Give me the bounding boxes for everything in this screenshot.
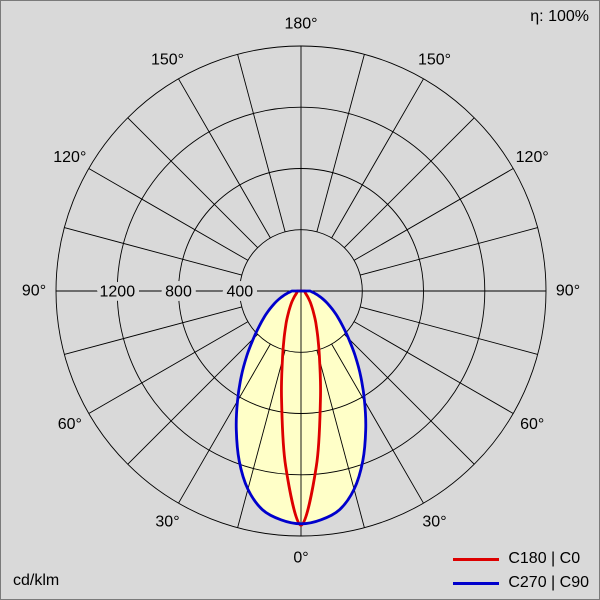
angle-tick-label: 60°: [520, 416, 544, 433]
legend-item-c0: C180 | C0: [453, 550, 589, 568]
legend-line-c90-icon: [453, 581, 500, 585]
curve-c270-c90: [234, 289, 368, 526]
radial-tick-label: 800: [165, 284, 192, 301]
angle-tick-label: 150°: [151, 51, 184, 68]
curve-c180-c0: [280, 289, 322, 527]
radial-scale-labels: 400 800 1200: [95, 279, 258, 305]
angle-tick-label: 0°: [293, 550, 308, 567]
polar-grid: [55, 45, 547, 537]
angle-tick-label: 120°: [53, 149, 86, 166]
efficiency-label: η: 100%: [530, 8, 589, 25]
legend-label-c0: C180 | C0: [508, 550, 581, 567]
unit-label: cd/klm: [13, 572, 60, 589]
angle-tick-label: 180°: [284, 16, 317, 33]
angle-tick-label: 60°: [58, 416, 82, 433]
legend: C180 | C0 C270 | C90: [453, 550, 589, 592]
legend-label-c90: C270 | C90: [508, 574, 589, 591]
legend-item-c90: C270 | C90: [453, 574, 589, 592]
angle-tick-label: 150°: [418, 51, 451, 68]
angle-tick-label: 90°: [22, 283, 46, 300]
angle-tick-label: 90°: [556, 283, 580, 300]
legend-line-c0-icon: [453, 557, 500, 561]
angle-tick-label: 120°: [516, 149, 549, 166]
radial-tick-label: 400: [226, 284, 253, 301]
angle-tick-label: 30°: [155, 514, 179, 531]
angle-tick-label: 30°: [422, 514, 446, 531]
radial-tick-label: 1200: [100, 284, 136, 301]
angle-labels: 0° 30° 30° 60° 60° 90° 90° 120° 120° 150° 150° 180°: [22, 16, 580, 567]
